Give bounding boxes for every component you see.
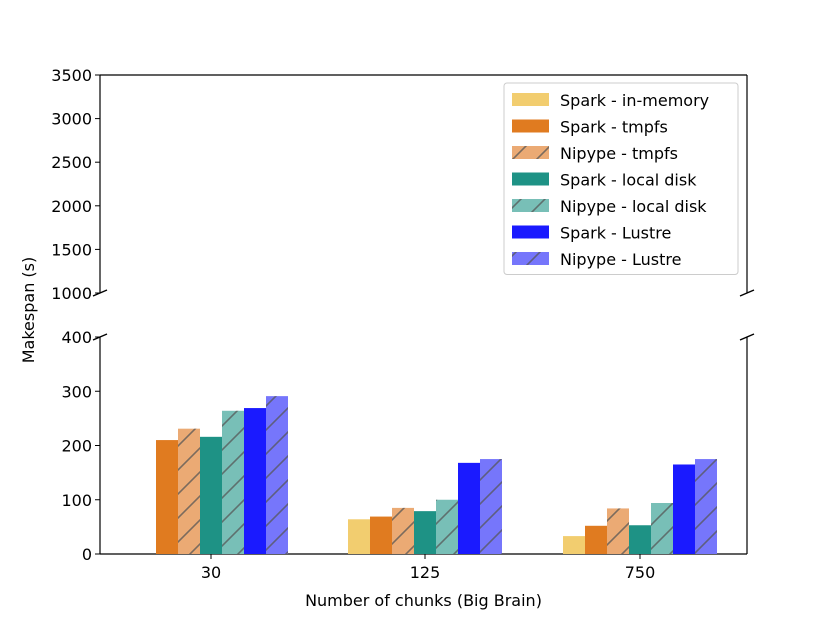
x-tick-label: 30 xyxy=(201,563,221,582)
legend-swatch-hatch xyxy=(512,146,549,159)
bar xyxy=(200,436,222,554)
legend: Spark - in-memory Spark - tmpfs Nipype - t… xyxy=(503,82,739,275)
y-axis-label: Makespan (s) xyxy=(19,257,38,364)
legend-label: Nipype - Lustre xyxy=(560,250,681,269)
bar-hatch xyxy=(695,459,717,554)
bar xyxy=(585,525,607,554)
legend-label: Spark - local disk xyxy=(560,171,697,190)
legend-label: Spark - Lustre xyxy=(560,224,671,243)
y-tick-label: 1500 xyxy=(51,240,92,259)
legend-swatch xyxy=(512,93,549,106)
bar xyxy=(348,519,370,554)
legend-swatch-hatch xyxy=(512,199,549,212)
legend-swatch xyxy=(512,225,549,239)
y-tick-label: 1000 xyxy=(51,284,92,303)
bar-hatch xyxy=(607,508,629,554)
axis-break-mark xyxy=(739,289,755,297)
bar xyxy=(458,462,480,554)
legend-label: Nipype - local disk xyxy=(560,197,707,216)
bars xyxy=(156,396,717,554)
legend-swatch xyxy=(512,172,549,186)
x-tick-label: 125 xyxy=(410,563,441,582)
bar-hatch xyxy=(222,410,244,554)
upper-axes: 1000 1500 2000 2500 3000 3500 xyxy=(51,66,755,303)
x-tick-label: 750 xyxy=(625,563,656,582)
y-tick-label: 400 xyxy=(61,328,92,347)
legend-swatch xyxy=(512,119,549,133)
y-tick-label: 2000 xyxy=(51,197,92,216)
bar-hatch xyxy=(266,396,288,554)
y-tick-label: 3000 xyxy=(51,110,92,129)
axis-break-mark xyxy=(739,333,755,341)
bar xyxy=(414,511,436,554)
legend-label: Spark - in-memory xyxy=(560,91,709,110)
legend-label: Nipype - tmpfs xyxy=(560,144,678,163)
bar xyxy=(673,464,695,554)
y-tick-label: 0 xyxy=(82,545,92,564)
legend-label: Spark - tmpfs xyxy=(560,118,668,137)
y-tick-label: 100 xyxy=(61,491,92,510)
bar xyxy=(244,408,266,554)
legend-swatch-hatch xyxy=(512,252,549,265)
y-tick-label: 200 xyxy=(61,437,92,456)
legend-box xyxy=(503,82,739,275)
bar xyxy=(629,525,651,554)
bar xyxy=(563,536,585,554)
bar xyxy=(156,440,178,554)
x-axis-label: Number of chunks (Big Brain) xyxy=(305,591,542,610)
bar-hatch xyxy=(392,507,414,554)
bar-hatch xyxy=(651,503,673,554)
bar-hatch xyxy=(436,499,458,554)
y-tick-label: 2500 xyxy=(51,153,92,172)
y-tick-label: 300 xyxy=(61,382,92,401)
bar-hatch xyxy=(480,459,502,554)
bar xyxy=(370,516,392,554)
bar-hatch xyxy=(178,428,200,554)
y-tick-label: 3500 xyxy=(51,66,92,85)
